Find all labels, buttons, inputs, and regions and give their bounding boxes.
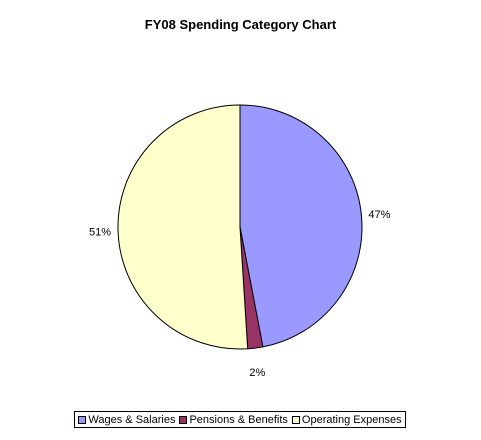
- legend-item-operating: Operating Expenses: [291, 413, 402, 426]
- legend-label-pensions: Pensions & Benefits: [189, 413, 288, 426]
- pie-label-operating: 51%: [89, 226, 111, 238]
- pie-slice-operating: [117, 104, 249, 350]
- legend-label-wages: Wages & Salaries: [88, 413, 176, 426]
- legend-swatch-operating: [291, 415, 300, 424]
- legend-swatch-wages: [78, 415, 87, 424]
- chart-title: FY08 Spending Category Chart: [144, 17, 337, 32]
- pie-label-pensions: 2%: [249, 367, 265, 379]
- legend-swatch-pensions: [179, 415, 188, 424]
- pie-slice-wages: [239, 104, 363, 348]
- legend-label-operating: Operating Expenses: [301, 413, 402, 426]
- legend-item-pensions: Pensions & Benefits: [179, 413, 288, 426]
- chart-legend: Wages & Salaries Pensions & Benefits Ope…: [74, 411, 406, 428]
- pie-label-wages: 47%: [368, 209, 390, 221]
- legend-item-wages: Wages & Salaries: [78, 414, 175, 426]
